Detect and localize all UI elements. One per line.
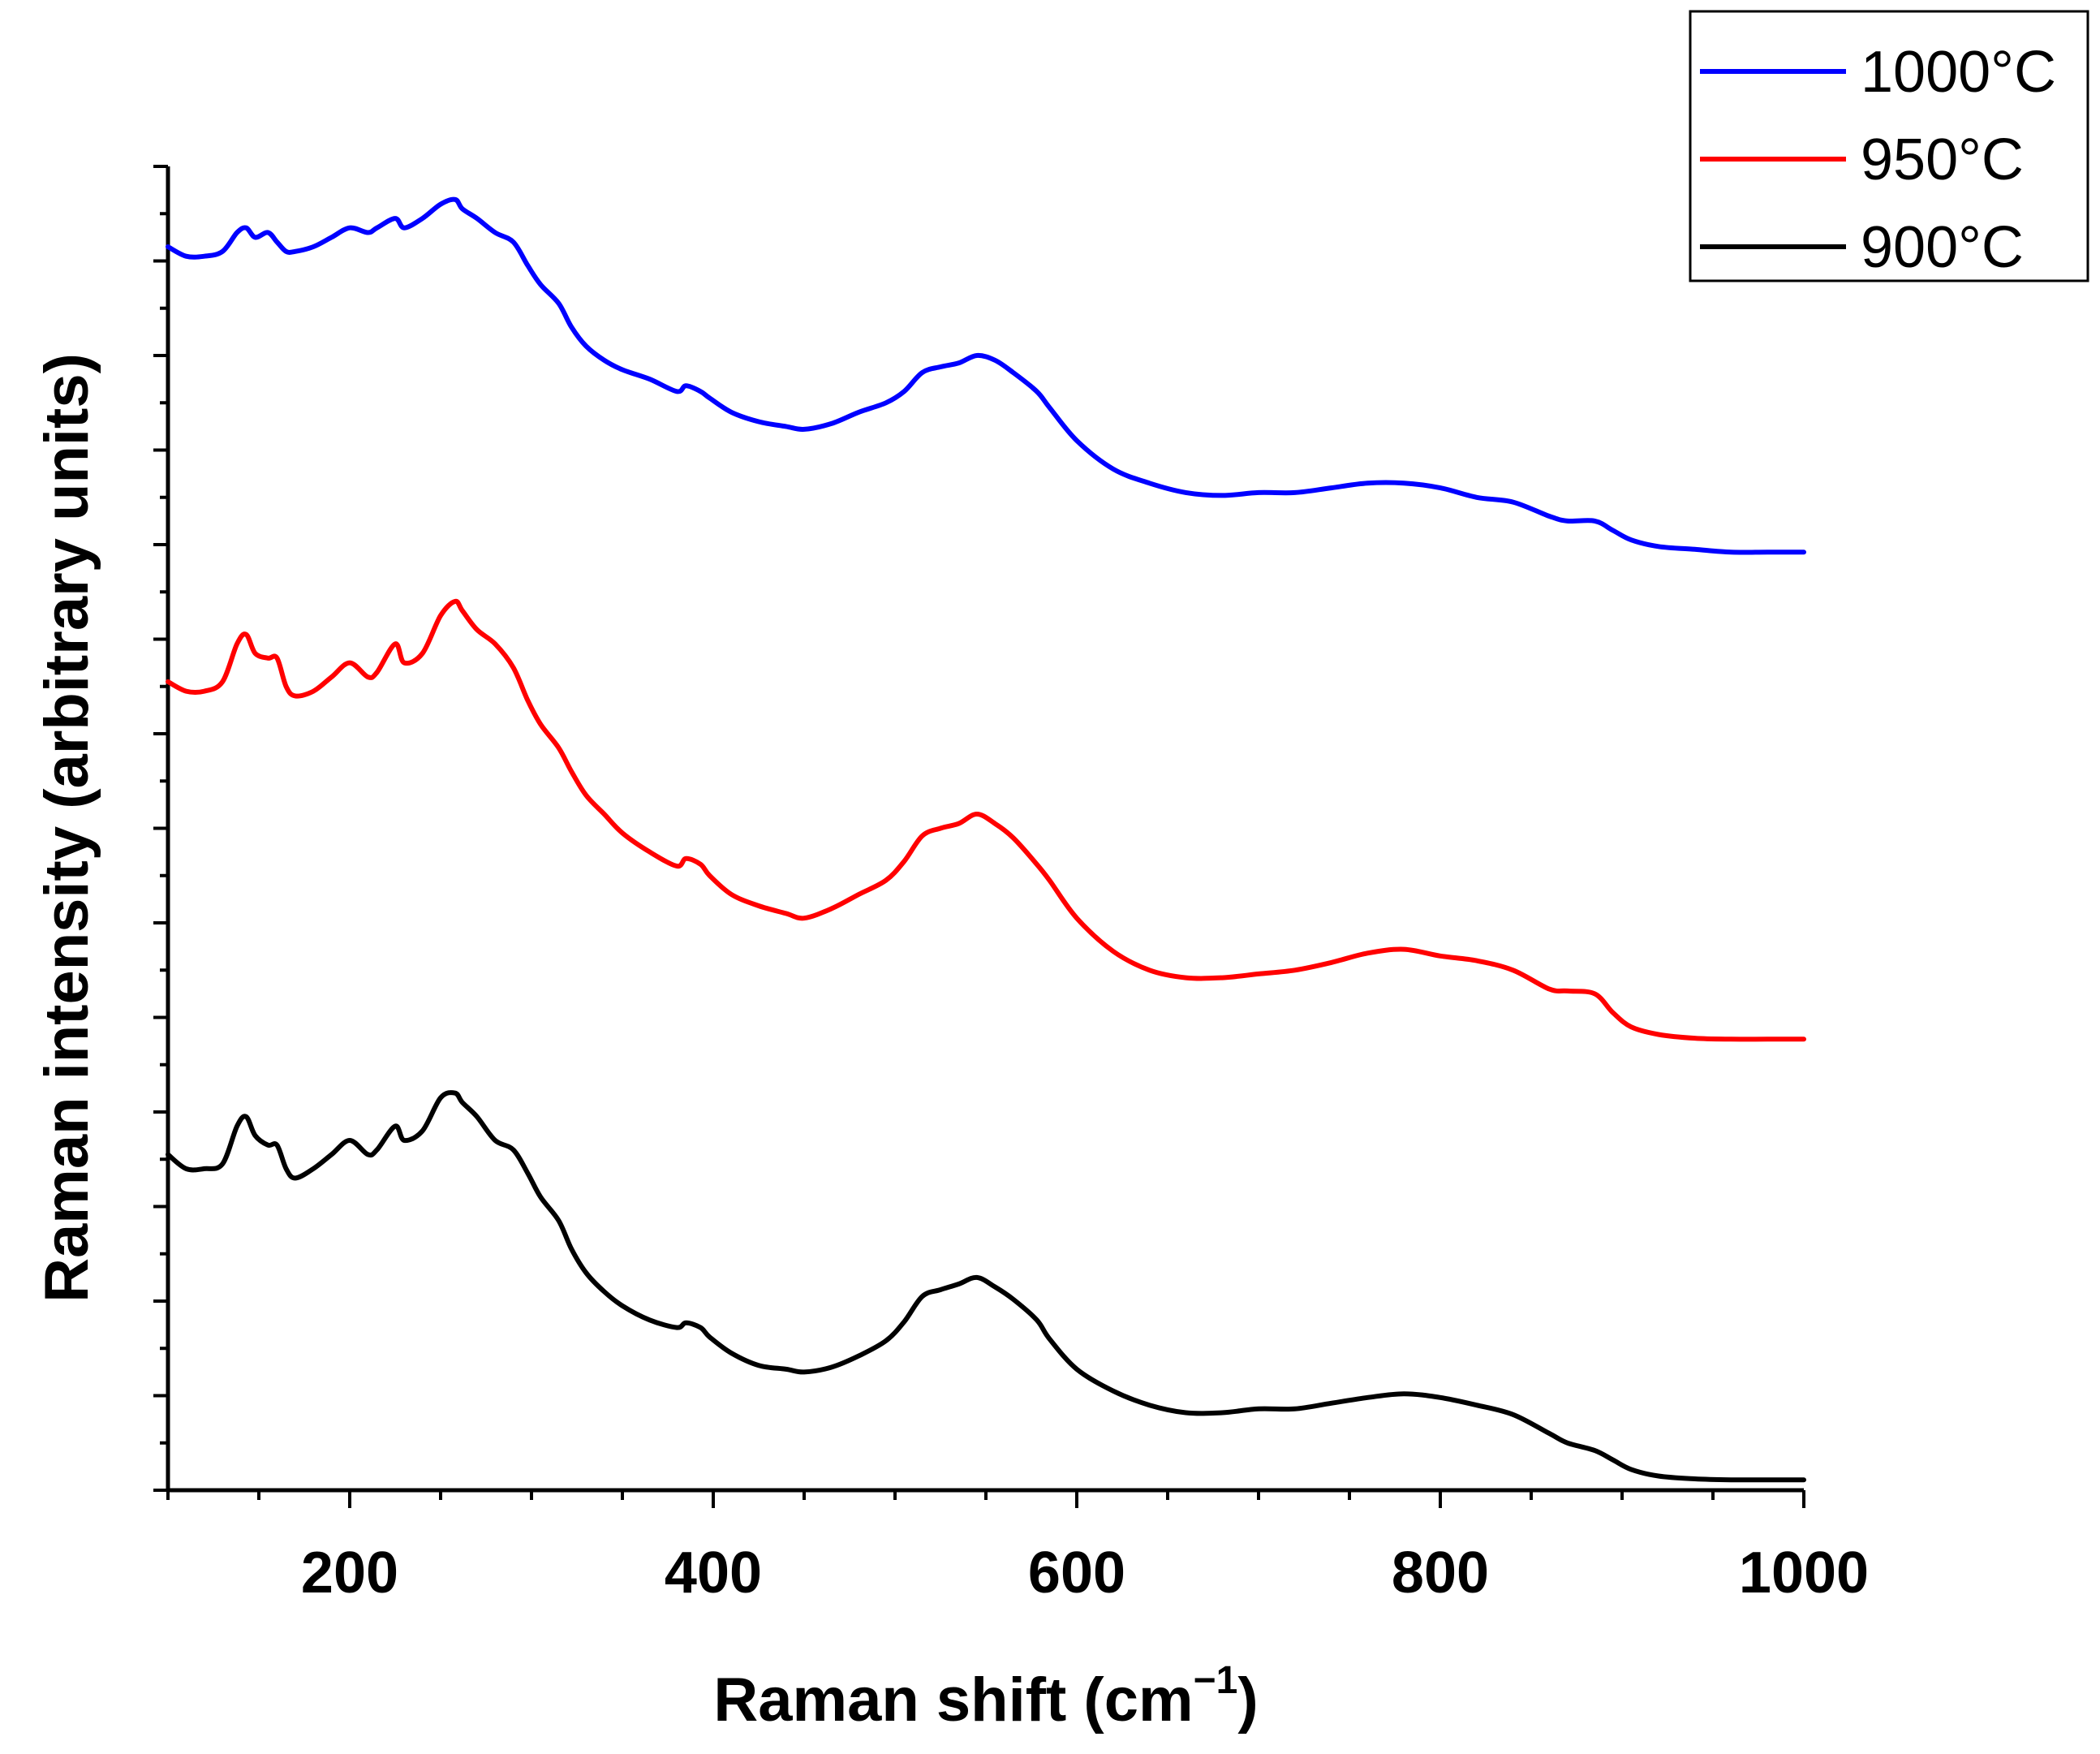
plot-area: 200 400 600 800 1000 (153, 165, 1869, 1605)
legend-box (1689, 10, 2089, 282)
y-axis-title: Raman intensity (arbitrary units) (32, 353, 101, 1303)
x-tick-label: 1000 (1739, 1541, 1869, 1605)
legend-label: 1000°C (1861, 40, 2056, 105)
series-line (166, 1090, 1806, 1483)
x-axis-title: Raman shift (cm−1) (713, 1659, 1258, 1735)
series-line (166, 196, 1806, 555)
x-tick-label: 600 (1028, 1541, 1125, 1605)
series-line (166, 598, 1806, 1042)
y-axis-ticks (153, 165, 168, 1492)
x-tick-label: 800 (1392, 1541, 1489, 1605)
legend: 1000°C 950°C 900°C (1689, 10, 2089, 282)
x-tick-label: 200 (301, 1541, 398, 1605)
legend-label: 900°C (1861, 215, 2024, 280)
legend-label: 950°C (1861, 127, 2024, 192)
x-axis-tick-labels: 200 400 600 800 1000 (301, 1541, 1869, 1605)
series-lines (166, 196, 1806, 1483)
x-axis-ticks (166, 1490, 1805, 1508)
x-tick-label: 400 (665, 1541, 762, 1605)
